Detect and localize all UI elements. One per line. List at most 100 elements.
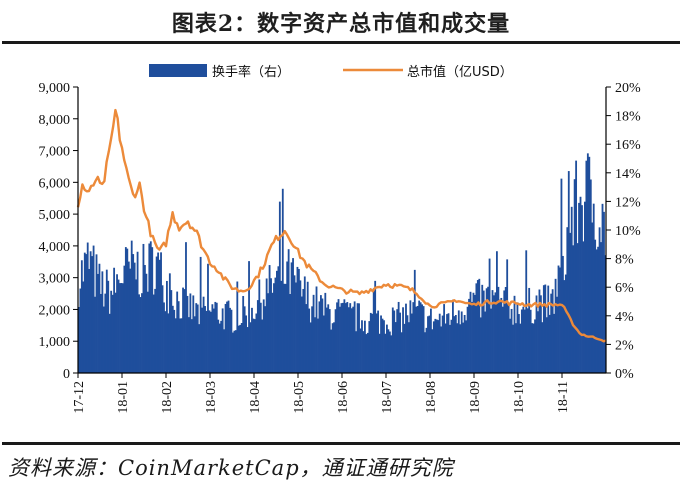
turnover-bar bbox=[208, 310, 211, 373]
turnover-bar bbox=[428, 315, 431, 373]
turnover-bar bbox=[127, 261, 130, 373]
turnover-bar bbox=[465, 320, 468, 373]
turnover-bar bbox=[254, 319, 256, 373]
turnover-bar bbox=[567, 171, 570, 373]
turnover-bar bbox=[299, 280, 302, 373]
turnover-bar bbox=[193, 316, 196, 373]
turnover-bar bbox=[386, 324, 388, 373]
turnover-bar bbox=[317, 318, 319, 373]
turnover-bar bbox=[265, 278, 268, 373]
turnover-bar bbox=[239, 324, 242, 373]
turnover-bar bbox=[364, 320, 366, 373]
turnover-bar bbox=[183, 289, 186, 373]
turnover-bar bbox=[394, 322, 397, 373]
turnover-bar bbox=[82, 281, 85, 373]
turnover-bar bbox=[550, 293, 553, 373]
turnover-bar bbox=[408, 322, 410, 373]
turnover-bar bbox=[534, 319, 536, 373]
right-tick-label: 0% bbox=[615, 367, 634, 382]
turnover-bar bbox=[498, 299, 501, 373]
turnover-bar bbox=[554, 278, 557, 373]
turnover-bar bbox=[369, 312, 372, 373]
title-divider bbox=[2, 41, 680, 44]
left-tick-label: 1,000 bbox=[39, 335, 71, 350]
turnover-bar bbox=[512, 324, 514, 373]
turnover-bar bbox=[290, 262, 293, 373]
turnover-bar bbox=[501, 306, 504, 373]
turnover-bar bbox=[214, 301, 217, 373]
turnover-bar bbox=[151, 247, 154, 373]
turnover-bar bbox=[507, 304, 510, 373]
turnover-bar bbox=[303, 276, 306, 373]
turnover-bar bbox=[406, 315, 409, 373]
turnover-bar bbox=[261, 319, 264, 373]
right-tick-label: 2% bbox=[615, 338, 634, 353]
turnover-bar bbox=[86, 242, 89, 373]
turnover-bar bbox=[136, 251, 139, 373]
turnover-bar bbox=[459, 324, 462, 373]
turnover-bar bbox=[422, 306, 425, 373]
turnover-bar bbox=[141, 293, 143, 373]
turnover-bar bbox=[289, 293, 292, 373]
turnover-bar bbox=[227, 300, 230, 373]
turnover-bar bbox=[322, 315, 325, 373]
turnover-bar bbox=[362, 331, 365, 373]
x-tick-label: 18-07 bbox=[380, 381, 395, 414]
turnover-bar bbox=[375, 313, 378, 373]
turnover-bar bbox=[415, 306, 418, 373]
turnover-bar bbox=[211, 304, 214, 373]
turnover-bar bbox=[384, 333, 387, 373]
turnover-bar bbox=[396, 309, 399, 373]
turnover-bar bbox=[144, 265, 146, 373]
turnover-bar bbox=[388, 331, 391, 373]
turnover-bar bbox=[91, 256, 94, 373]
turnover-bar bbox=[186, 295, 189, 373]
turnover-bar bbox=[487, 286, 490, 373]
turnover-bar bbox=[104, 293, 107, 373]
chart-legend: 换手率（右） 总市值（亿USD） bbox=[149, 64, 513, 80]
turnover-bar bbox=[496, 251, 498, 373]
turnover-bar bbox=[185, 242, 187, 373]
turnover-bar bbox=[157, 252, 160, 373]
right-tick-label: 20% bbox=[615, 81, 641, 96]
turnover-bar bbox=[551, 289, 554, 373]
turnover-bar bbox=[327, 304, 330, 373]
turnover-bar bbox=[597, 246, 600, 373]
turnover-bar bbox=[454, 315, 457, 373]
x-tick-label: 18-05 bbox=[292, 381, 307, 414]
turnover-bar bbox=[523, 309, 526, 373]
turnover-bar bbox=[374, 280, 377, 373]
chart-axes: 0 1,000 2,000 3,000 4,000 5,000 6,000 7,000 8,00… bbox=[39, 81, 642, 414]
turnover-bar bbox=[267, 293, 270, 373]
turnover-bar bbox=[252, 318, 255, 373]
turnover-bar bbox=[171, 305, 174, 373]
turnover-bar bbox=[497, 286, 500, 373]
turnover-bar bbox=[158, 259, 161, 373]
turnover-bar bbox=[123, 265, 126, 373]
turnover-bar bbox=[397, 301, 400, 373]
turnover-bar bbox=[557, 265, 560, 373]
turnover-bar bbox=[325, 307, 328, 373]
turnover-bar bbox=[283, 283, 286, 373]
turnover-bar bbox=[205, 310, 208, 373]
turnover-bar bbox=[450, 319, 453, 373]
turnover-bar bbox=[585, 160, 588, 373]
turnover-bar bbox=[119, 283, 121, 373]
turnover-bar bbox=[300, 296, 303, 373]
right-tick-label: 16% bbox=[615, 138, 641, 153]
turnover-bar bbox=[230, 309, 233, 373]
turnover-bar bbox=[435, 319, 438, 373]
turnover-bar bbox=[97, 273, 99, 373]
turnover-bar bbox=[446, 314, 448, 373]
turnover-bar bbox=[255, 313, 258, 373]
turnover-bar bbox=[393, 310, 396, 373]
turnover-bar bbox=[242, 295, 245, 373]
turnover-bar bbox=[215, 302, 218, 373]
turnover-bar bbox=[526, 308, 529, 373]
turnover-bar bbox=[594, 239, 597, 373]
turnover-bar bbox=[471, 301, 473, 373]
turnover-bar bbox=[154, 288, 157, 373]
turnover-bar bbox=[475, 283, 478, 373]
turnover-bar bbox=[170, 290, 173, 373]
turnover-bar bbox=[149, 241, 152, 373]
